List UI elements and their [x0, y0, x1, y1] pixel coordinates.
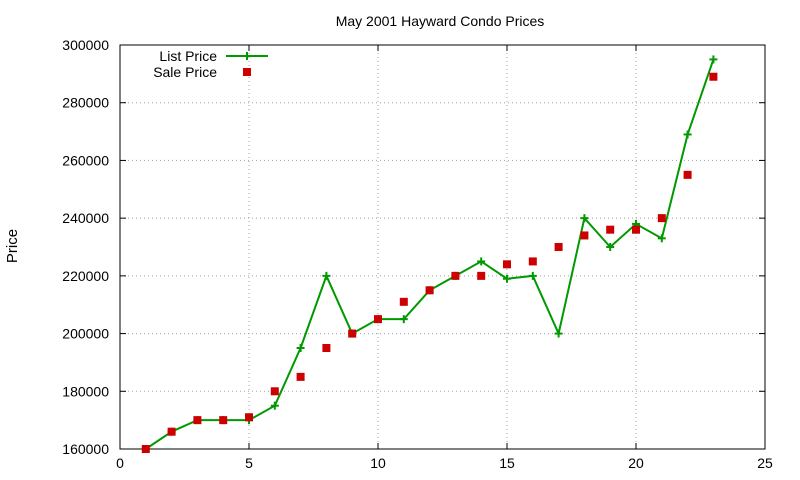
sale-price-point: [425, 286, 434, 295]
sale-price-point: [528, 257, 537, 266]
grid-lines: [120, 45, 765, 449]
list-price-point: [296, 344, 305, 352]
sale-price-point: [270, 387, 279, 396]
sale-price-point: [348, 329, 357, 338]
x-tick-label: 25: [757, 455, 773, 471]
y-tick-label: 160000: [62, 441, 109, 457]
plot-frame: [119, 44, 766, 450]
sale-price-point: [374, 315, 382, 324]
sale-price-point: [141, 445, 150, 453]
legend-label: List Price: [159, 48, 217, 64]
sale-price-point: [451, 271, 460, 280]
sale-price-point: [683, 170, 692, 179]
y-tick-label: 280000: [62, 95, 109, 111]
sale-price-point: [503, 260, 511, 269]
sale-price-point: [606, 225, 615, 234]
list-price-point: [606, 243, 615, 251]
sale-price-point: [709, 72, 718, 81]
legend-label: Sale Price: [153, 64, 217, 80]
x-tick-label: 0: [116, 455, 124, 471]
list-price-point: [477, 257, 486, 266]
x-tick-label: 10: [370, 455, 386, 471]
sale-price-point: [657, 214, 666, 223]
sale-price-point: [167, 427, 176, 436]
list-price-point: [503, 274, 511, 283]
list-price-point: [657, 234, 666, 243]
y-axis-label: Price: [4, 229, 21, 263]
y-tick-label: 200000: [62, 326, 109, 342]
list-price-point: [322, 271, 331, 280]
chart-title: May 2001 Hayward Condo Prices: [336, 13, 545, 29]
y-tick-label: 260000: [62, 152, 109, 168]
sale-price-point: [219, 416, 228, 425]
y-tick-label: 240000: [62, 210, 109, 226]
legend-square-marker: [243, 68, 251, 76]
legend-plus-marker: [243, 52, 251, 60]
list-price-point: [270, 401, 279, 410]
y-tick-label: 300000: [62, 37, 109, 53]
series-layer: [141, 55, 718, 453]
sale-price-point: [322, 344, 331, 352]
sale-price-point: [632, 225, 640, 234]
list-price-point: [709, 55, 718, 64]
list-price-line: [145, 59, 715, 450]
axis-ticks: 0 5 10 15 20 25 160000 180000 200000 220000 240000…: [62, 37, 773, 471]
y-tick-label: 180000: [62, 383, 109, 399]
sale-price-point: [477, 271, 486, 280]
x-tick-label: 20: [628, 455, 644, 471]
sale-price-point: [193, 416, 202, 425]
sale-price-point: [245, 413, 253, 422]
sale-price-point: [580, 231, 589, 240]
sale-price-point: [296, 372, 305, 381]
list-price-point: [683, 130, 692, 139]
list-price-point: [528, 271, 537, 280]
x-tick-label: 15: [499, 455, 515, 471]
y-tick-label: 220000: [62, 268, 109, 284]
list-price-point: [580, 214, 589, 223]
sale-price-point: [399, 297, 408, 306]
list-price-point: [554, 329, 563, 338]
list-price-point: [399, 315, 408, 324]
sale-price-point: [554, 243, 563, 251]
x-tick-label: 5: [245, 455, 253, 471]
